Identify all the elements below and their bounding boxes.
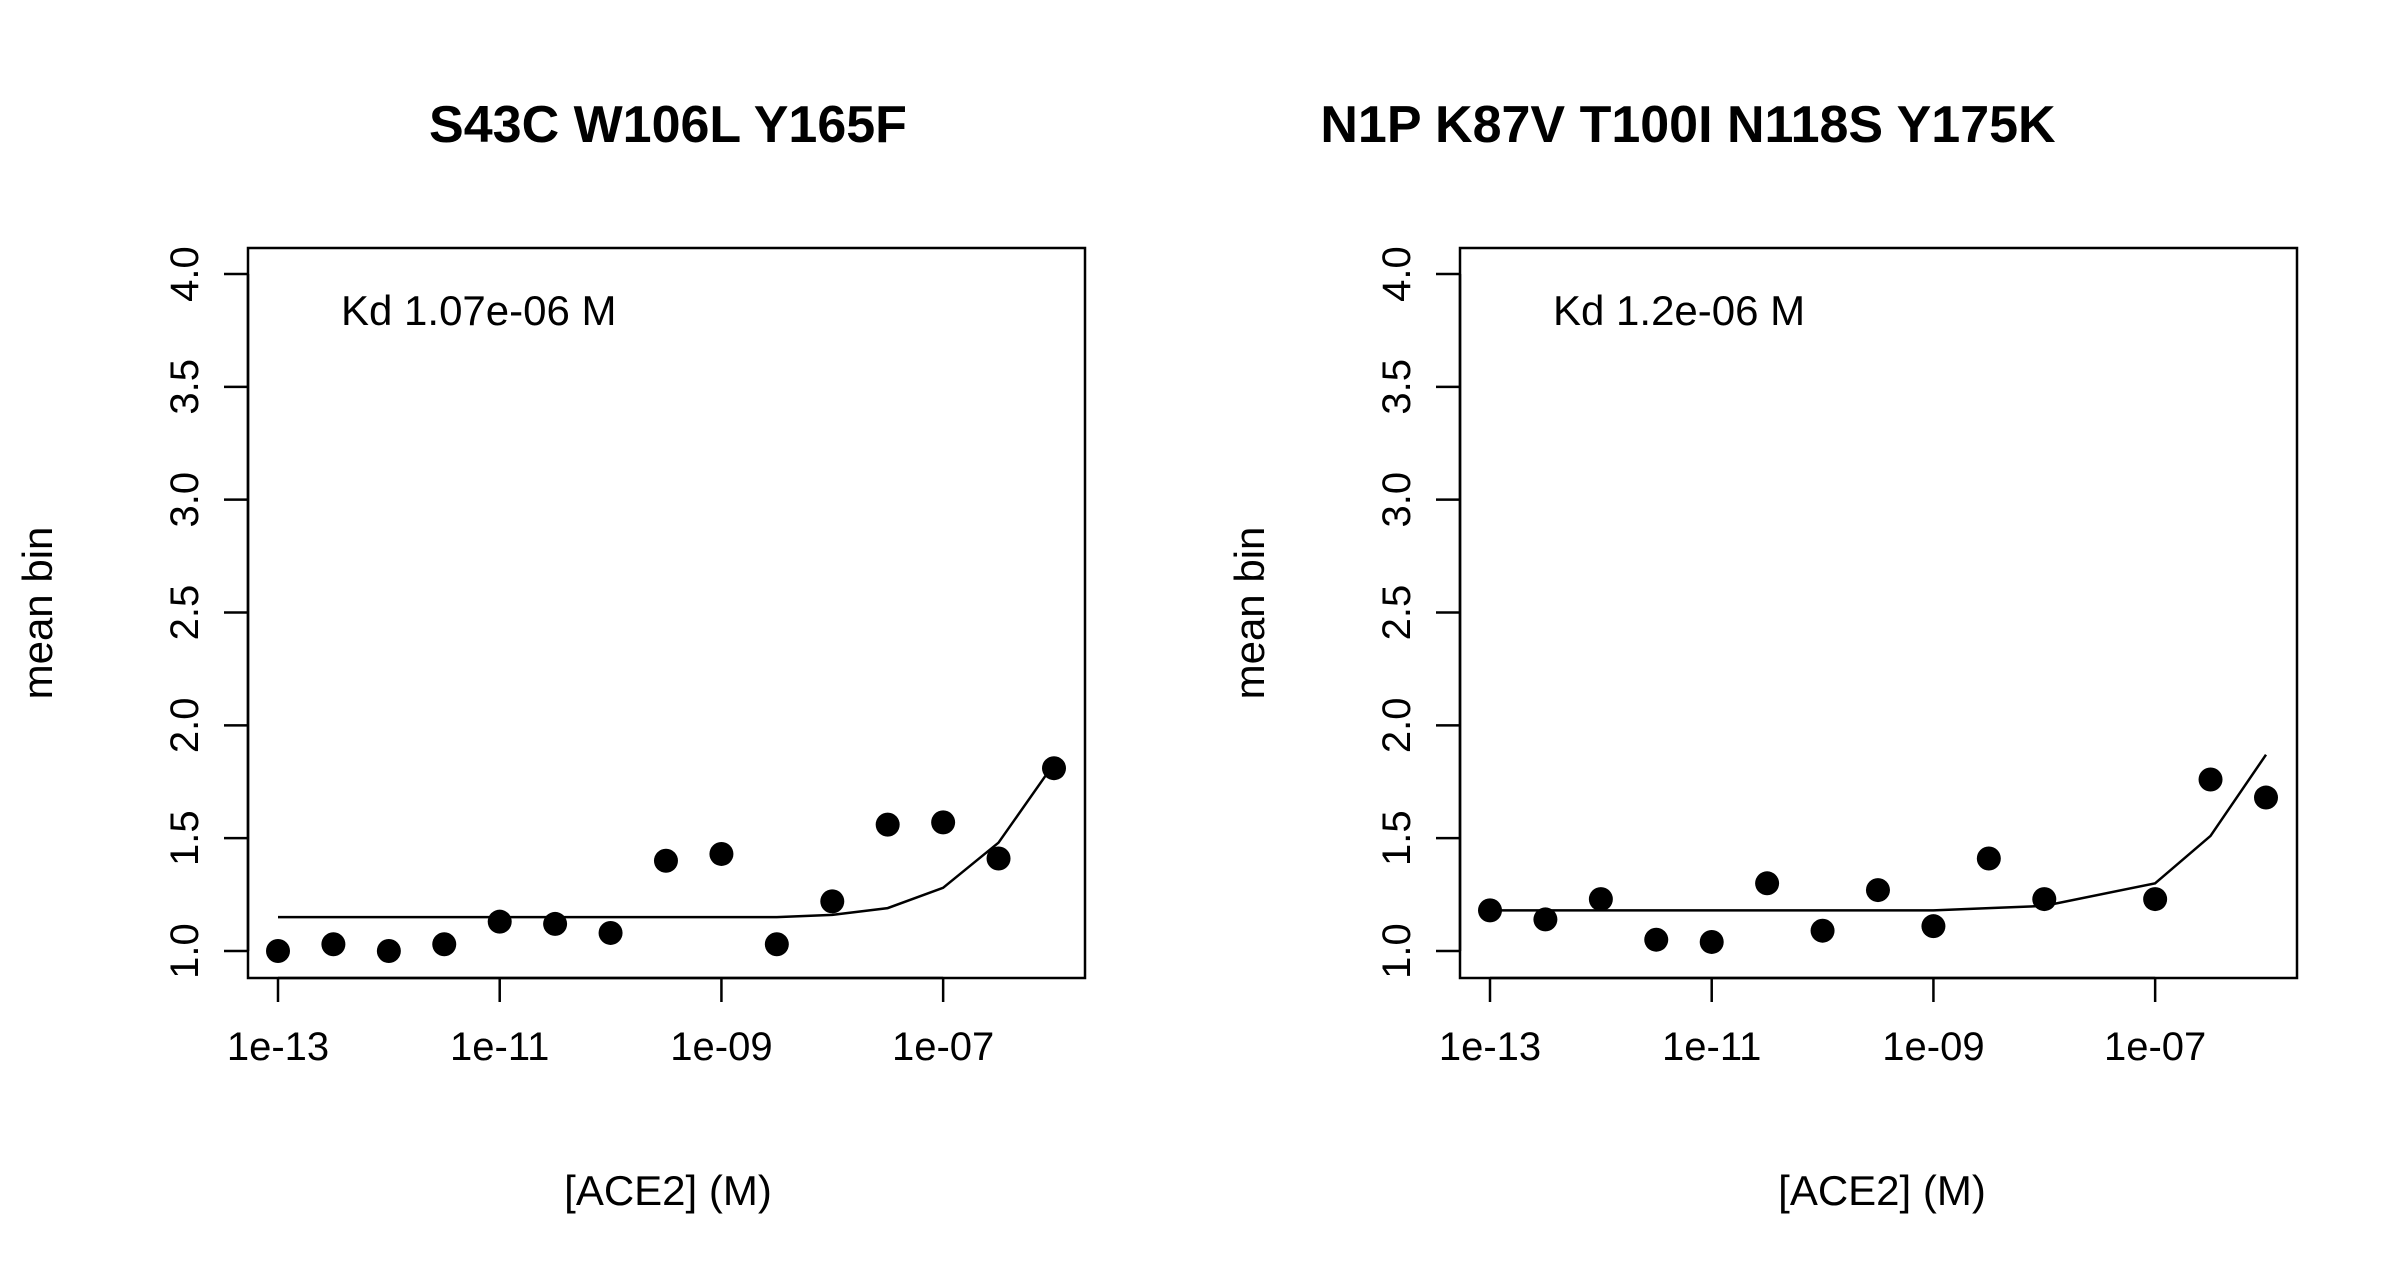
data-point [598,920,623,945]
data-points-group [266,756,1066,963]
data-point [1865,878,1890,903]
y-tick-label: 4.0 [1375,246,1419,302]
x-tick-label: 1e-11 [1662,1025,1761,1069]
y-tick-label: 3.0 [163,472,207,528]
y-tick-label: 2.5 [163,585,207,641]
data-point [2032,887,2057,912]
data-point [321,932,346,957]
fit-curve [1490,753,2268,912]
data-point [875,812,900,837]
kd-annotation: Kd 1.2e-06 M [1553,287,1805,334]
x-tick-label: 1e-13 [1439,1025,1541,1069]
data-point [1755,871,1780,896]
x-axis-ticks: 1e-13 1e-11 1e-09 1e-07 [227,976,994,1069]
x-axis-label: [ACE2] (M) [564,1167,772,1214]
x-tick-label: 1e-09 [1882,1025,1984,1069]
data-point [1042,756,1066,781]
data-point [376,939,401,963]
x-tick-label: 1e-07 [892,1025,994,1069]
data-point [487,909,512,934]
data-point [931,810,956,835]
y-axis-label: mean bin [14,527,61,700]
y-tick-label: 3.5 [1375,359,1419,415]
x-tick-label: 1e-11 [450,1025,549,1069]
x-tick-label: 1e-07 [2104,1025,2206,1069]
y-axis-ticks: 1.0 1.5 2.0 2.5 3.0 3.5 4.0 [1375,246,1462,979]
y-tick-label: 3.0 [1375,472,1419,528]
x-axis-label: [ACE2] (M) [1778,1167,1986,1214]
y-tick-label: 1.5 [1375,810,1419,866]
fit-curve-group [1490,753,2268,912]
y-axis-label: mean bin [1226,527,1273,700]
y-tick-label: 1.0 [163,923,207,979]
chart-panel-right: N1P K87V T100I N118S Y175K mean bin [ACE… [1226,96,2299,1214]
fit-curve-group [278,762,1056,919]
data-point [266,939,290,963]
data-point [432,932,457,957]
data-point [1533,907,1558,932]
data-point [1644,927,1669,952]
x-tick-label: 1e-09 [670,1025,772,1069]
x-axis-ticks: 1e-13 1e-11 1e-09 1e-07 [1439,976,2206,1069]
chart-panel-left: S43C W106L Y165F mean bin [ACE2] (M) Kd … [14,96,1087,1214]
data-point [1478,898,1502,923]
data-point [1976,846,2001,871]
data-point [1699,929,1724,954]
data-point [2198,767,2223,792]
chart-title: S43C W106L Y165F [429,96,907,154]
y-tick-label: 2.0 [1375,698,1419,754]
data-point [986,846,1011,871]
data-point [2254,785,2278,810]
data-point [1810,918,1835,943]
data-point [820,889,845,914]
fit-curve [278,762,1056,919]
kd-annotation: Kd 1.07e-06 M [341,287,617,334]
chart-title: N1P K87V T100I N118S Y175K [1320,96,2056,154]
y-tick-label: 2.0 [163,698,207,754]
data-point [1588,887,1613,912]
y-tick-label: 2.5 [1375,585,1419,641]
x-tick-label: 1e-13 [227,1025,329,1069]
y-tick-label: 4.0 [163,246,207,302]
data-points-group [1478,767,2278,954]
data-point [709,841,734,866]
y-axis-ticks: 1.0 1.5 2.0 2.5 3.0 3.5 4.0 [163,246,250,979]
data-point [543,911,568,936]
data-point [2143,887,2168,912]
y-tick-label: 1.0 [1375,923,1419,979]
y-tick-label: 3.5 [163,359,207,415]
y-tick-label: 1.5 [163,810,207,866]
data-point [1921,914,1946,939]
data-point [764,932,789,957]
data-point [653,848,678,873]
